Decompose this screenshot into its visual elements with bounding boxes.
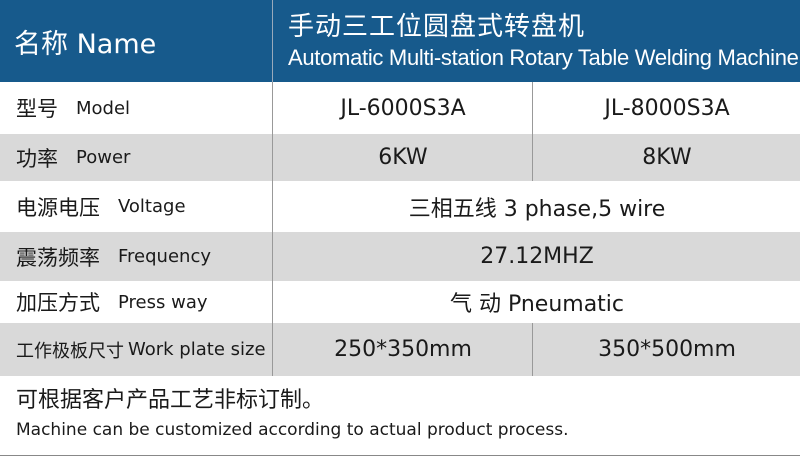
row-label-en: Frequency [118, 246, 211, 267]
row-label-en: Press way [118, 291, 208, 313]
table-row-press-way: 加压方式 Press way 气 动 Pneumatic [0, 281, 800, 323]
table-header: 名称 Name 手动三工位圆盘式转盘机 Automatic Multi-stat… [0, 0, 800, 82]
table-row-voltage: 电源电压 Voltage 三相五线 3 phase,5 wire [0, 181, 800, 232]
row-label-cn: 功率 [16, 146, 58, 171]
footer-en: Machine can be customized according to a… [16, 420, 569, 440]
table-row-power: 功率 Power 6KW 8KW [0, 134, 800, 181]
row-label-cn: 电源电压 [16, 195, 100, 220]
row-label-cn: 工作极板尺寸 [16, 340, 124, 362]
cell-value: 350*500mm [598, 337, 736, 362]
row-label-cn: 型号 [16, 97, 58, 121]
cell-value: 6KW [274, 134, 533, 181]
cell-value: 三相五线 3 phase,5 wire [408, 196, 666, 222]
row-label-cn: 加压方式 [16, 291, 100, 315]
cell-value: 8KW [642, 145, 692, 170]
table-row-frequency: 震荡频率 Frequency 27.12MHZ [0, 232, 800, 281]
row-label-cn: 震荡频率 [16, 245, 100, 270]
table-row-work-plate: 工作极板尺寸 Work plate size 250*350mm 350*500m… [0, 323, 800, 376]
product-title: 手动三工位圆盘式转盘机 Automatic Multi-station Rota… [274, 0, 800, 82]
cell-value: 气 动 Pneumatic [449, 292, 625, 317]
cell-value: 27.12MHZ [480, 244, 594, 269]
cell-value: JL-6000S3A [274, 82, 533, 134]
row-label-en: Model [76, 97, 131, 119]
row-label-en: Work plate size [128, 339, 266, 360]
row-label-en: Power [76, 147, 131, 168]
row-label-en: Voltage [118, 196, 186, 217]
footer-note: 可根据客户产品工艺非标订制。 Machine can be customized… [16, 382, 569, 440]
footer-cn: 可根据客户产品工艺非标订制。 [16, 388, 325, 413]
table-row-model: 型号 Model JL-6000S3A JL-8000S3A [0, 82, 800, 134]
bottom-divider [0, 455, 800, 456]
cell-value: JL-8000S3A [604, 95, 730, 121]
cell-value: 250*350mm [274, 323, 533, 376]
title-cn: 手动三工位圆盘式转盘机 [288, 12, 586, 42]
name-label: 名称 Name [0, 0, 273, 82]
title-en: Automatic Multi-station Rotary Table Wel… [288, 45, 799, 70]
